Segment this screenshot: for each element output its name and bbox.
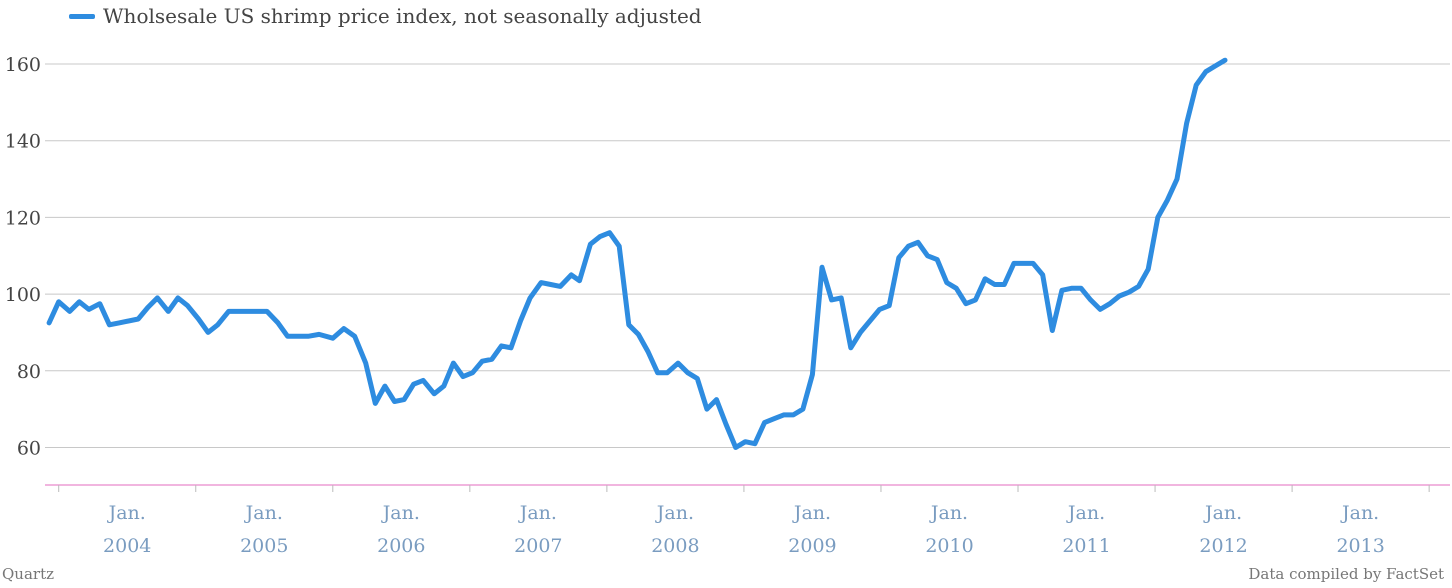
y-tick-label: 60 — [17, 438, 41, 460]
x-tick-label-year: 2006 — [377, 535, 425, 557]
x-tick-label-month: Jan. — [518, 502, 557, 524]
x-tick-label-year: 2011 — [1062, 535, 1110, 557]
footer-source-left: Quartz — [2, 565, 55, 583]
x-tick-label-year: 2013 — [1336, 535, 1384, 557]
legend: Wholsesale US shrimp price index, not se… — [69, 2, 702, 30]
x-tick-label-month: Jan. — [381, 502, 420, 524]
x-tick-label-year: 2007 — [514, 535, 562, 557]
x-tick-label-month: Jan. — [1066, 502, 1105, 524]
x-tick-label-month: Jan. — [1203, 502, 1242, 524]
x-tick-label-year: 2012 — [1199, 535, 1247, 557]
x-tick-label-year: 2009 — [788, 535, 836, 557]
legend-label: Wholsesale US shrimp price index, not se… — [103, 4, 702, 28]
x-tick-label-month: Jan. — [792, 502, 831, 524]
footer-source-right: Data compiled by FactSet — [1248, 565, 1444, 583]
gridlines — [45, 63, 1450, 448]
y-tick-label: 100 — [5, 284, 41, 306]
x-tick-label-month: Jan. — [655, 502, 694, 524]
x-tick-label-month: Jan. — [244, 502, 283, 524]
x-axis: Jan. 2004 Jan. 2005 Jan. 2006 Jan. 2007 Jan. 2008… — [58, 485, 1430, 557]
legend-swatch — [69, 13, 95, 19]
x-tick-label-year: 2005 — [240, 535, 288, 557]
x-tick-label-year: 2004 — [103, 535, 151, 557]
series-line-0 — [46, 57, 1228, 450]
y-tick-label: 160 — [5, 54, 41, 76]
y-tick-label: 120 — [5, 207, 41, 229]
y-tick-label: 80 — [17, 361, 41, 383]
y-axis: 60 80 100 120 140 160 — [5, 54, 41, 460]
y-tick-label: 140 — [5, 131, 41, 153]
x-tick-label-month: Jan. — [107, 502, 146, 524]
x-tick-label-month: Jan. — [1340, 502, 1379, 524]
x-tick-label-year: 2008 — [651, 535, 699, 557]
x-tick-label-year: 2010 — [925, 535, 973, 557]
x-tick-label-month: Jan. — [929, 502, 968, 524]
series-layer — [46, 57, 1228, 450]
